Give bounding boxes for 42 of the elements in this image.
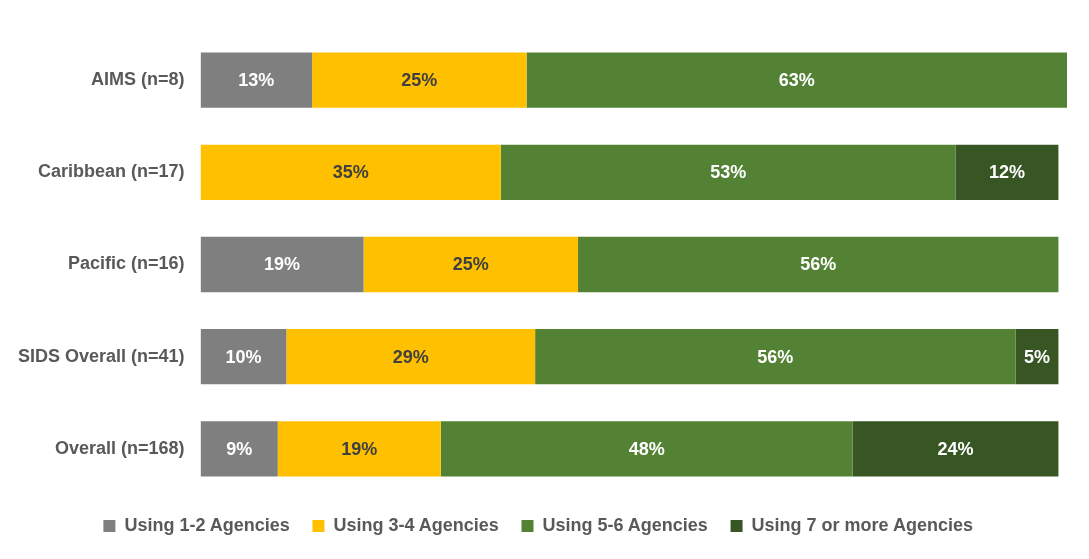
legend-label: Using 7 or more Agencies xyxy=(751,514,973,535)
data-label: 19% xyxy=(264,254,301,275)
bar xyxy=(200,52,313,108)
data-label: 13% xyxy=(238,70,275,91)
legend-label: Using 1-2 Agencies xyxy=(124,514,290,535)
bar xyxy=(200,421,278,477)
data-label: 12% xyxy=(988,162,1025,183)
data-label: 35% xyxy=(332,162,369,183)
data-label: 48% xyxy=(628,438,665,459)
y-tick-label: Caribbean (n=17) xyxy=(38,161,185,182)
data-label: 25% xyxy=(401,70,438,91)
y-tick-label: SIDS Overall (n=41) xyxy=(17,345,185,366)
data-label: 24% xyxy=(937,438,974,459)
data-label: 25% xyxy=(452,254,489,275)
data-label: 29% xyxy=(392,346,429,367)
data-label: 9% xyxy=(226,438,253,459)
bar xyxy=(200,329,287,385)
y-tick-label: Overall (n=168) xyxy=(54,437,185,458)
bar xyxy=(363,236,579,293)
bar xyxy=(312,52,527,108)
data-label: 56% xyxy=(757,346,794,367)
bar xyxy=(200,144,501,200)
y-tick-label: AIMS (n=8) xyxy=(91,69,185,90)
bar xyxy=(578,236,1059,293)
legend-label: Using 5-6 Agencies xyxy=(542,514,708,535)
bar xyxy=(526,52,1067,108)
data-label: 63% xyxy=(778,70,815,91)
bar xyxy=(440,421,853,477)
legend-label: Using 3-4 Agencies xyxy=(333,514,499,535)
bar xyxy=(277,421,441,477)
data-label: 5% xyxy=(1023,346,1050,367)
bar xyxy=(955,144,1059,200)
y-tick-label: Pacific (n=16) xyxy=(68,253,185,274)
bar xyxy=(286,329,536,385)
bar xyxy=(852,421,1059,477)
bar xyxy=(200,236,364,293)
bar xyxy=(535,329,1016,385)
bar xyxy=(500,144,956,200)
data-label: 10% xyxy=(225,346,262,367)
data-label: 53% xyxy=(710,162,747,183)
data-label: 56% xyxy=(800,254,837,275)
data-label: 19% xyxy=(341,438,378,459)
